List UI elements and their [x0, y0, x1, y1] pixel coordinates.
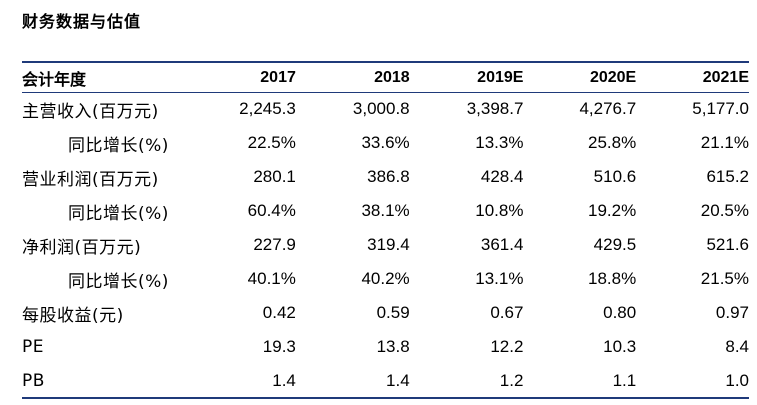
financial-data-table: 会计年度 2017 2018 2019E 2020E 2021E 主营收入(百万…: [22, 63, 749, 398]
value-cell: 13.1%: [475, 269, 524, 288]
row-label: 主营收入(百万元): [22, 101, 159, 122]
value-cell: 21.5%: [700, 269, 749, 288]
table-row: 同比增长(%) 40.1% 40.2% 13.1% 18.8% 21.5%: [22, 262, 749, 296]
value-cell: 60.4%: [247, 201, 296, 220]
value-cell: 0.97: [715, 303, 749, 322]
page-title: 财务数据与估值: [22, 12, 142, 31]
value-cell: 8.4: [725, 337, 749, 356]
header-year: 2018: [374, 68, 410, 86]
row-label: 同比增长(%): [68, 271, 169, 292]
value-cell: 25.8%: [588, 133, 637, 152]
table-header-rule: [22, 92, 749, 93]
value-cell: 13.3%: [475, 133, 524, 152]
header-year: 2020E: [589, 68, 637, 86]
value-cell: 13.8: [376, 337, 410, 356]
value-cell: 280.1: [253, 167, 296, 186]
value-cell: 1.4: [386, 371, 410, 390]
row-label: 同比增长(%): [68, 135, 169, 156]
value-cell: 3,398.7: [466, 99, 524, 118]
table-top-rule: [22, 61, 749, 63]
value-cell: 615.2: [706, 167, 749, 186]
value-cell: 22.5%: [247, 133, 296, 152]
value-cell: 521.6: [706, 235, 749, 254]
table-row: PB 1.4 1.4 1.2 1.1 1.0: [22, 364, 749, 398]
value-cell: 3,000.8: [352, 99, 410, 118]
value-cell: 0.80: [603, 303, 637, 322]
header-fiscal-year-label: 会计年度: [22, 69, 87, 89]
value-cell: 0.67: [490, 303, 524, 322]
table-header-row: 会计年度 2017 2018 2019E 2020E 2021E: [22, 63, 749, 92]
table-row: 同比增长(%) 22.5% 33.6% 13.3% 25.8% 21.1%: [22, 126, 749, 160]
value-cell: 19.2%: [588, 201, 637, 220]
table-row: 每股收益(元) 0.42 0.59 0.67 0.80 0.97: [22, 296, 749, 330]
value-cell: 1.2: [499, 371, 524, 390]
value-cell: 38.1%: [361, 201, 410, 220]
row-label: PB: [22, 371, 45, 391]
header-year: 2021E: [702, 68, 749, 86]
value-cell: 12.2: [490, 337, 524, 356]
value-cell: 0.59: [376, 303, 410, 322]
header-year: 2017: [260, 68, 296, 86]
value-cell: 227.9: [253, 235, 296, 254]
table-row: 主营收入(百万元) 2,245.3 3,000.8 3,398.7 4,276.7 5,1…: [22, 92, 749, 126]
value-cell: 1.1: [612, 371, 637, 390]
table-row: PE 19.3 13.8 12.2 10.3 8.4: [22, 330, 749, 364]
table-row: 营业利润(百万元) 280.1 386.8 428.4 510.6 615.2: [22, 160, 749, 194]
value-cell: 1.0: [725, 371, 749, 390]
value-cell: 40.2%: [361, 269, 410, 288]
row-label: 营业利润(百万元): [22, 169, 159, 190]
value-cell: 10.3: [603, 337, 637, 356]
value-cell: 510.6: [593, 167, 637, 186]
value-cell: 428.4: [480, 167, 524, 186]
value-cell: 2,245.3: [239, 99, 296, 118]
value-cell: 386.8: [367, 167, 410, 186]
table-bottom-rule: [22, 397, 749, 399]
value-cell: 20.5%: [700, 201, 749, 220]
header-year: 2019E: [477, 68, 524, 86]
row-label: 净利润(百万元): [22, 237, 142, 258]
table-row: 同比增长(%) 60.4% 38.1% 10.8% 19.2% 20.5%: [22, 194, 749, 228]
row-label: 同比增长(%): [68, 203, 169, 224]
value-cell: 319.4: [367, 235, 410, 254]
value-cell: 18.8%: [588, 269, 637, 288]
value-cell: 33.6%: [361, 133, 410, 152]
row-label: PE: [22, 337, 44, 357]
value-cell: 21.1%: [700, 133, 749, 152]
value-cell: 40.1%: [247, 269, 296, 288]
value-cell: 429.5: [593, 235, 637, 254]
value-cell: 5,177.0: [692, 99, 749, 118]
value-cell: 19.3: [262, 337, 296, 356]
table-row: 净利润(百万元) 227.9 319.4 361.4 429.5 521.6: [22, 228, 749, 262]
row-label: 每股收益(元): [22, 305, 124, 326]
value-cell: 4,276.7: [579, 99, 637, 118]
value-cell: 0.42: [262, 303, 296, 322]
value-cell: 1.4: [272, 371, 296, 390]
value-cell: 361.4: [480, 235, 524, 254]
value-cell: 10.8%: [475, 201, 524, 220]
